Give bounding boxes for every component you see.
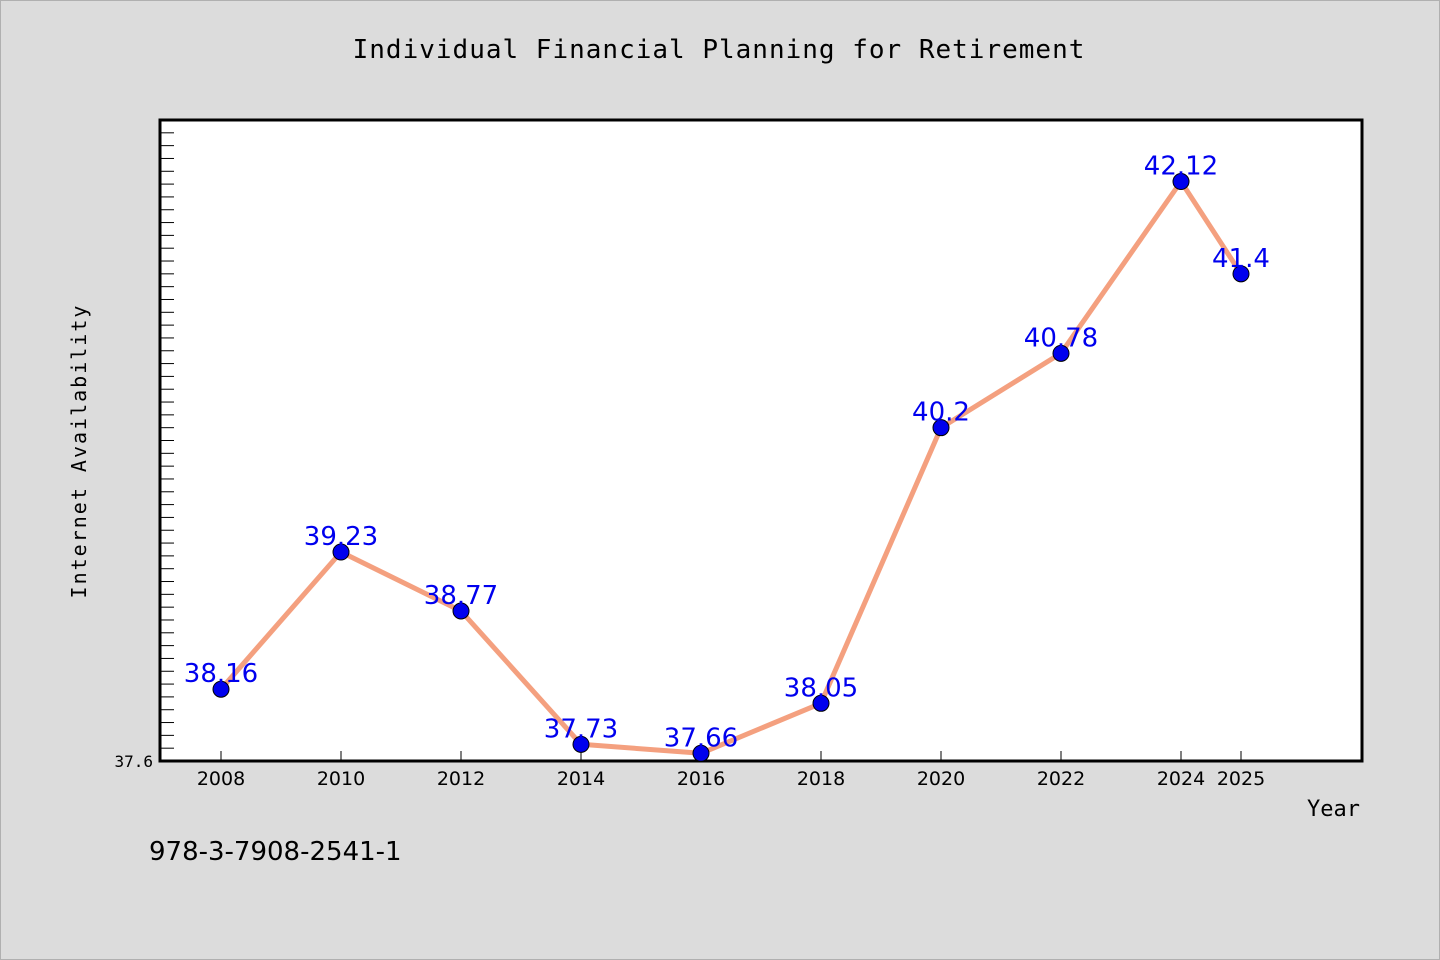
data-label: 38.05 — [784, 673, 858, 703]
x-axis-ticks: 2008 2010 2012 2014 2016 2018 2020 2022 2024 2025 — [197, 751, 1265, 790]
data-point — [212, 680, 230, 698]
data-point — [1172, 173, 1190, 191]
data-label: 38.77 — [424, 581, 498, 611]
plot-area — [158, 118, 1364, 763]
data-point — [1052, 344, 1070, 362]
x-tick-label: 2014 — [557, 768, 605, 790]
data-label: 38.16 — [184, 659, 258, 689]
x-tick-label: 2018 — [797, 768, 845, 790]
x-tick-label: 2008 — [197, 768, 245, 790]
data-label: 40.2 — [912, 398, 970, 428]
y-axis-min-label: 37.6 — [114, 752, 153, 771]
data-point — [452, 602, 470, 620]
data-point — [932, 419, 950, 437]
data-label: 37.66 — [664, 723, 738, 753]
x-tick-label: 2025 — [1217, 768, 1265, 790]
data-label: 39.23 — [304, 522, 378, 552]
x-tick-label: 2012 — [437, 768, 485, 790]
data-point — [332, 543, 350, 561]
x-tick-label: 2020 — [917, 768, 965, 790]
data-labels: 38.16 39.23 38.77 37.73 37.66 38.05 40.2 40.78 4… — [184, 152, 1270, 754]
data-point — [692, 744, 710, 762]
series-markers — [212, 173, 1250, 762]
data-label: 37.73 — [544, 714, 618, 744]
isbn-text: 978-3-7908-2541-1 — [149, 837, 402, 867]
x-axis-label: Year — [1307, 797, 1360, 822]
x-tick-label: 2016 — [677, 768, 725, 790]
data-label: 42.12 — [1144, 152, 1218, 182]
data-point — [812, 694, 830, 712]
data-point — [572, 735, 590, 753]
data-label: 40.78 — [1024, 323, 1098, 353]
chart-title: Individual Financial Planning for Retire… — [352, 35, 1086, 65]
series-line — [218, 179, 1244, 756]
data-point — [1232, 265, 1250, 283]
x-tick-label: 2024 — [1157, 768, 1205, 790]
data-label: 41.4 — [1212, 244, 1270, 274]
y-axis-ticks — [160, 119, 174, 762]
x-tick-label: 2022 — [1037, 768, 1085, 790]
x-tick-label: 2010 — [317, 768, 365, 790]
